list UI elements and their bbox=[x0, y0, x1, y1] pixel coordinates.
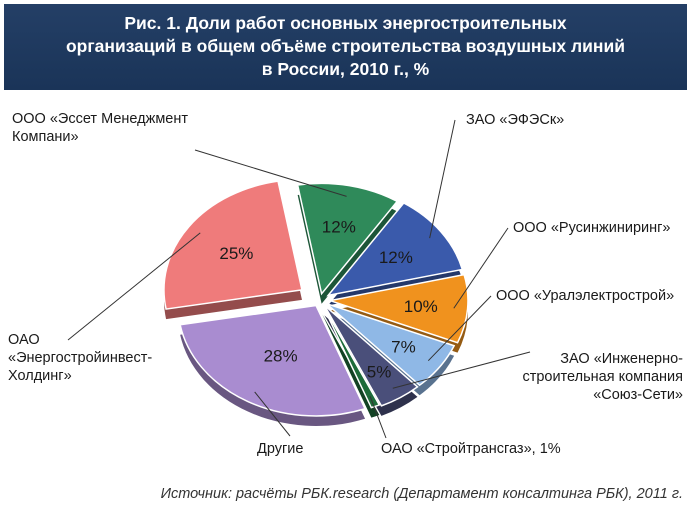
legend-label-energostroyinvest: ОАО «Энергостройинвест- Холдинг» bbox=[8, 332, 153, 384]
pie-slice-energostroyinvest bbox=[163, 180, 303, 310]
leader-line-stroytransgaz bbox=[369, 395, 387, 439]
legend-label-esset: ООО «Эссет Менеджмент Компани» bbox=[12, 111, 189, 145]
leader-line-esset bbox=[194, 149, 347, 197]
legend-label-efesk: ЗАО «ЭФЭСк» bbox=[466, 112, 565, 128]
legend-label-soyuz-seti: ЗАО «Инженерно- строительная компания «С… bbox=[522, 351, 683, 403]
legend-label-stroytransgaz: ОАО «Стройтрансгаз», 1% bbox=[381, 441, 561, 457]
title-line-1: Рис. 1. Доли работ основных энергостроит… bbox=[124, 13, 567, 33]
pie-value-label-uralelektrostroy: 7% bbox=[391, 338, 416, 357]
leader-line-soyuz-seti bbox=[392, 351, 531, 389]
leader-line-drugie bbox=[254, 391, 291, 437]
legend-label-uralelektrostroy: ООО «Уралэлектрострой» bbox=[496, 288, 675, 304]
pie-value-label-efesk: 12% bbox=[379, 248, 413, 267]
pie-value-label-soyuz-seti: 5% bbox=[367, 363, 392, 382]
pie-value-label-rusinzhiniring: 10% bbox=[404, 297, 438, 316]
leader-line-energostroyinvest bbox=[67, 232, 201, 341]
pie-slice-esset bbox=[296, 182, 399, 296]
source-note: Источник: расчёты РБК.research (Департам… bbox=[160, 486, 683, 502]
leader-line-rusinzhiniring bbox=[453, 227, 509, 309]
pie-slice-stroytransgaz bbox=[321, 304, 381, 409]
pie-value-label-esset: 12% bbox=[322, 218, 356, 237]
pie-slice-soyuz-seti bbox=[323, 304, 419, 407]
pie-slice-drugie bbox=[179, 304, 367, 417]
title-line-3: в России, 2010 г., % bbox=[261, 59, 430, 79]
pie-slice-rusinzhiniring bbox=[327, 273, 469, 344]
legend-label-rusinzhiniring: ООО «Русинжиниринг» bbox=[513, 220, 671, 236]
pie-chart: 12% 12% 10% 7% 5% 28% 25% bbox=[67, 119, 531, 439]
pie-slice-uralelektrostroy bbox=[326, 302, 456, 387]
chart-title: Рис. 1. Доли работ основных энергостроит… bbox=[4, 4, 687, 90]
pie-value-label-energostroyinvest: 25% bbox=[219, 244, 253, 263]
leader-line-uralelektrostroy bbox=[427, 295, 492, 362]
leader-line-efesk bbox=[429, 119, 456, 239]
pie-slice-efesk bbox=[326, 202, 464, 297]
legend-label-drugie: Другие bbox=[257, 441, 304, 457]
title-line-2: организаций в общем объёме строительства… bbox=[65, 36, 625, 56]
pie-value-label-drugie: 28% bbox=[264, 346, 298, 365]
